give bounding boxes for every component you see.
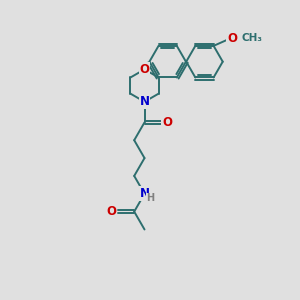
Text: O: O [162, 116, 172, 129]
Text: CH₃: CH₃ [242, 34, 262, 44]
Text: O: O [227, 32, 237, 45]
Text: N: N [140, 187, 149, 200]
Text: O: O [140, 63, 149, 76]
Text: N: N [140, 95, 149, 108]
Text: H: H [146, 193, 154, 203]
Text: O: O [106, 205, 116, 218]
